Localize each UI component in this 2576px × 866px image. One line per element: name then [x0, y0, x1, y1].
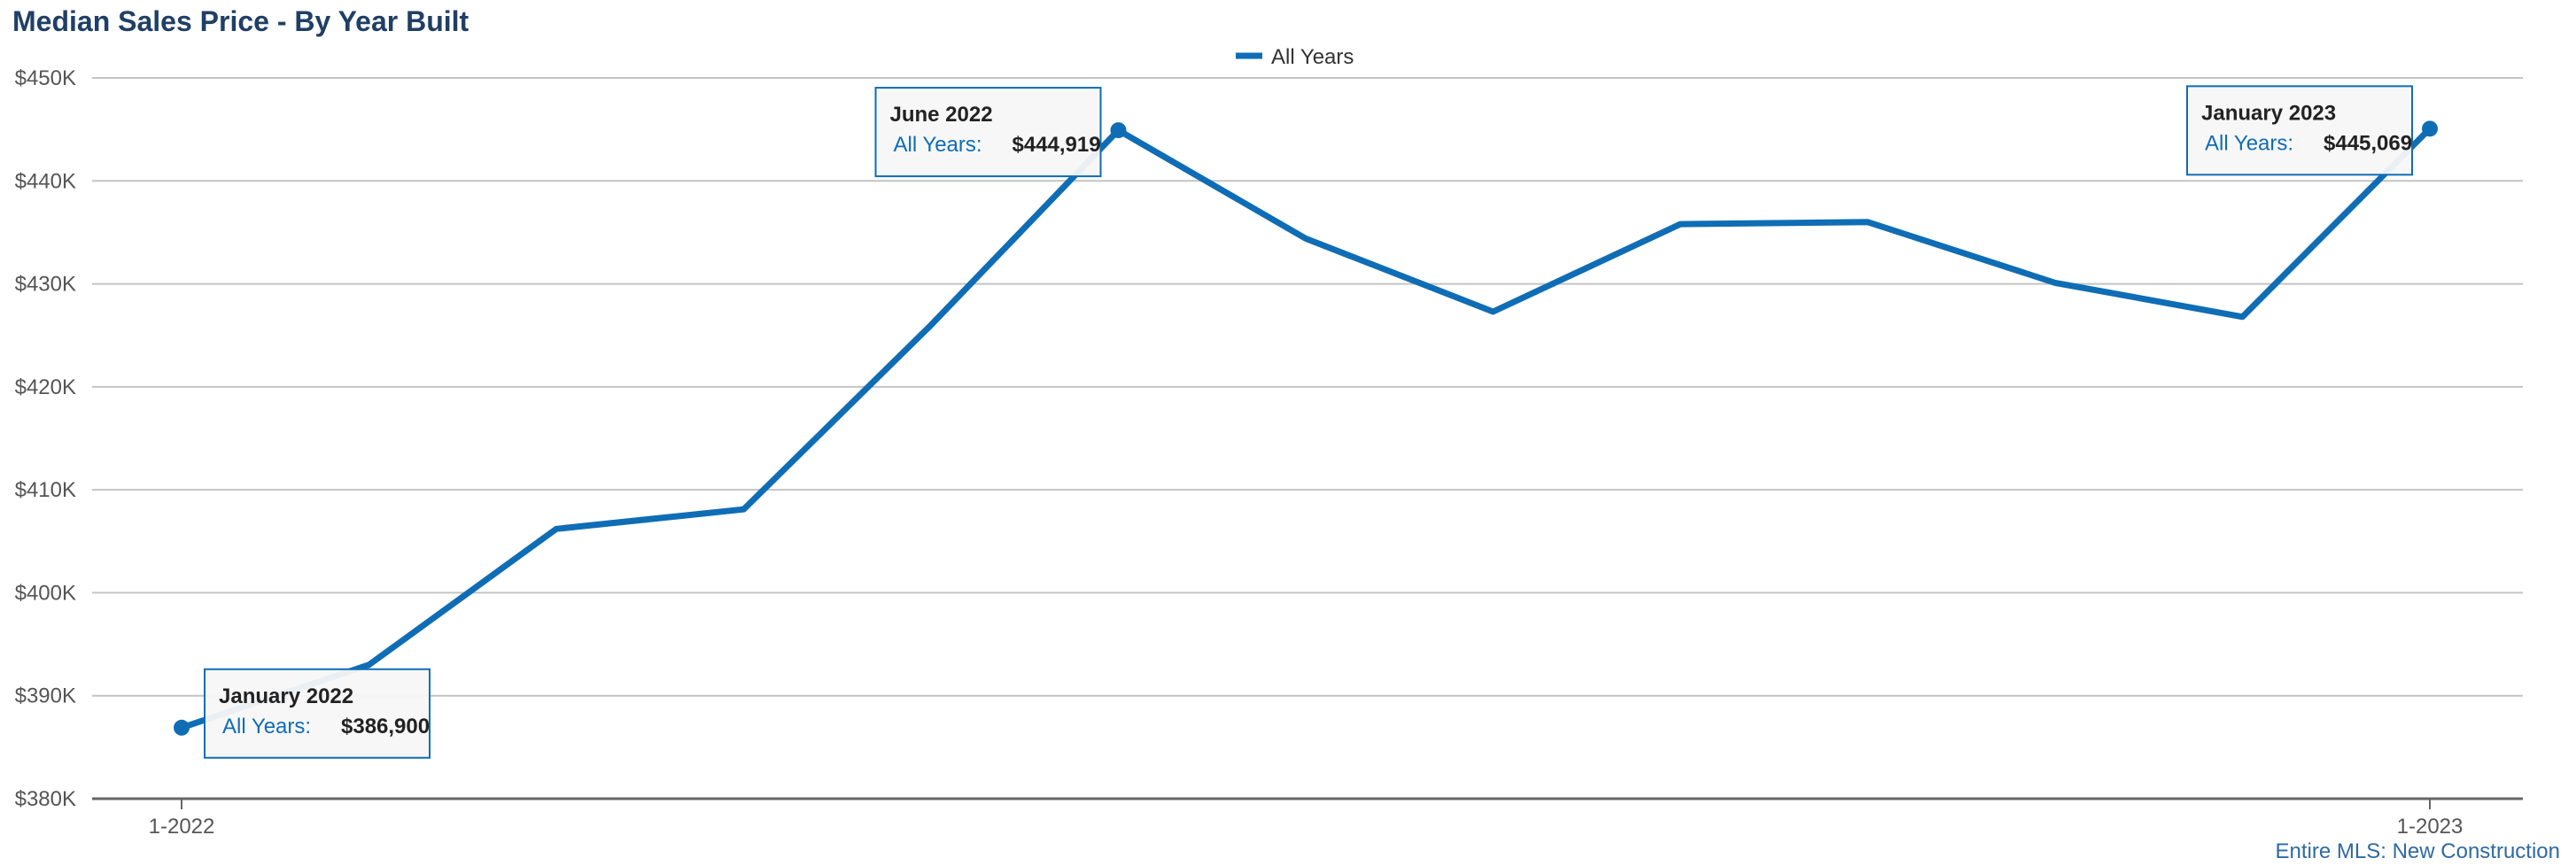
- legend-label: All Years: [1271, 45, 1354, 69]
- y-tick-label: $450K: [15, 66, 76, 90]
- tooltip-box: [204, 668, 431, 759]
- y-tick-label: $380K: [15, 787, 76, 811]
- y-tick-label: $420K: [15, 375, 76, 399]
- tooltip-value: $445,069: [2324, 131, 2412, 155]
- tooltip-box: [2186, 85, 2413, 176]
- y-tick-label: $410K: [15, 478, 76, 502]
- data-point-marker: [174, 719, 190, 736]
- x-tick-label: 1-2022: [149, 815, 215, 839]
- tooltip-series-label: All Years:: [894, 133, 982, 157]
- series-line-all-years: [178, 125, 2433, 731]
- tooltip-title: January 2022: [219, 684, 353, 708]
- data-point-marker: [1110, 122, 1127, 139]
- y-tick-label: $390K: [15, 684, 76, 708]
- tooltip-series-label: All Years:: [222, 715, 311, 738]
- tooltip-value: $444,919: [1013, 133, 1101, 157]
- tooltip-title: June 2022: [890, 103, 993, 127]
- y-tick-label: $440K: [15, 169, 76, 193]
- tooltip-series-label: All Years:: [2205, 131, 2293, 155]
- tooltip-box: [874, 87, 1102, 178]
- footer-note: Entire MLS: New Construction: [2275, 839, 2560, 863]
- y-tick-label: $400K: [15, 581, 76, 605]
- y-tick-label: $430K: [15, 273, 76, 297]
- tooltip-title: January 2023: [2201, 101, 2336, 125]
- tooltip-value: $386,900: [341, 715, 430, 738]
- data-point-marker: [2422, 120, 2438, 137]
- chart-title: Median Sales Price - By Year Built: [12, 5, 469, 37]
- x-tick-label: 1-2023: [2397, 815, 2463, 839]
